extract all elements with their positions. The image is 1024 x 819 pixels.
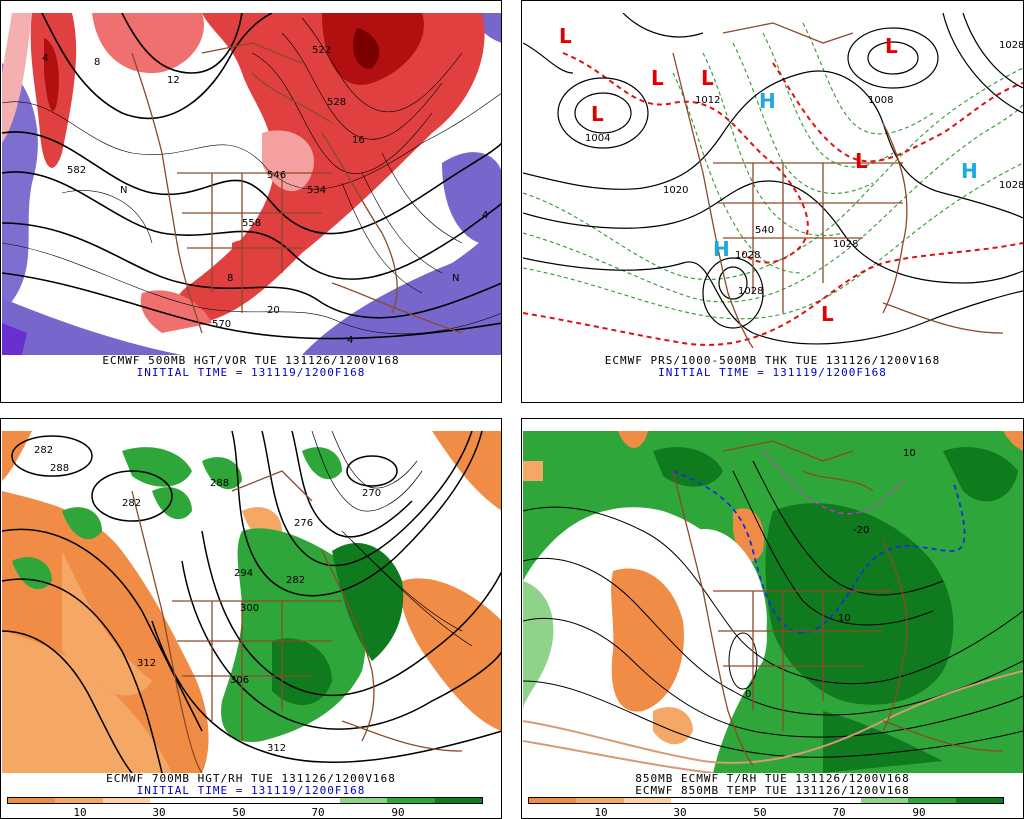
svg-text:12: 12 — [167, 75, 180, 86]
svg-text:H: H — [713, 237, 730, 261]
svg-text:1028: 1028 — [999, 180, 1023, 191]
map-700mb-rh: 282 288 282 288 300 306 312 312 294 282 … — [2, 431, 501, 773]
map-surface-pressure: 1004 1012 1020 1028 1028 1028 1028 1028 … — [523, 13, 1023, 355]
initial-time: INITIAL TIME = 131119/1200F168 — [136, 366, 366, 379]
rh-colorbar — [7, 797, 483, 804]
panel-700mb-rh: 282 288 282 288 300 306 312 312 294 282 … — [0, 418, 502, 819]
svg-text:L: L — [821, 302, 834, 326]
colorbar-tick: 70 — [832, 806, 846, 819]
vorticity-labels: 4 8 12 16 20 534 582 558 570 546 522 528… — [42, 45, 488, 346]
rh700-chart: 282 288 282 288 300 306 312 312 294 282 … — [2, 431, 501, 773]
panel-surface-pressure: 1004 1012 1020 1028 1028 1028 1028 1028 … — [521, 0, 1024, 403]
initial-time: INITIAL TIME = 131119/1200F168 — [136, 784, 366, 797]
svg-text:L: L — [651, 66, 664, 90]
map-500mb-vorticity: 4 8 12 16 20 534 582 558 570 546 522 528… — [2, 13, 501, 355]
svg-text:10: 10 — [838, 613, 851, 624]
pressure-labels: 1004 1012 1020 1028 1028 1028 1028 1028 … — [585, 40, 1023, 297]
colorbar-tick: 10 — [73, 806, 87, 819]
svg-text:1008: 1008 — [868, 95, 893, 106]
svg-text:282: 282 — [286, 575, 305, 586]
svg-text:8: 8 — [94, 57, 100, 68]
svg-text:558: 558 — [242, 218, 261, 229]
colorbar-tick: 90 — [912, 806, 926, 819]
svg-text:20: 20 — [267, 305, 280, 316]
svg-text:534: 534 — [307, 185, 326, 196]
svg-text:4: 4 — [482, 210, 488, 221]
svg-text:306: 306 — [230, 675, 249, 686]
temp850-labels: 0 10 -20 10 — [745, 448, 916, 700]
svg-text:1020: 1020 — [663, 185, 688, 196]
svg-text:282: 282 — [34, 445, 53, 456]
colorbar-tick: 50 — [232, 806, 246, 819]
panel-850mb-temp-rh: 0 10 -20 10 850MB ECMWF T/RH TUE 131126/… — [521, 418, 1024, 819]
svg-text:540: 540 — [755, 225, 774, 236]
svg-text:10: 10 — [903, 448, 916, 459]
panel-500mb-vorticity: 4 8 12 16 20 534 582 558 570 546 522 528… — [0, 0, 502, 403]
svg-text:528: 528 — [327, 97, 346, 108]
colorbar-tick: 30 — [152, 806, 166, 819]
svg-text:1028: 1028 — [738, 286, 763, 297]
svg-text:282: 282 — [122, 498, 141, 509]
svg-text:1004: 1004 — [585, 133, 610, 144]
vorticity-chart: 4 8 12 16 20 534 582 558 570 546 522 528… — [2, 13, 501, 355]
panel-title: ECMWF 500MB HGT/VOR TUE 131126/1200V168 — [102, 354, 400, 367]
svg-text:300: 300 — [240, 603, 259, 614]
svg-text:270: 270 — [362, 488, 381, 499]
svg-text:294: 294 — [234, 568, 253, 579]
svg-text:L: L — [885, 34, 898, 58]
svg-text:1028: 1028 — [735, 250, 760, 261]
rh-colorbar — [528, 797, 1004, 804]
svg-text:N: N — [120, 185, 127, 196]
svg-text:1028: 1028 — [833, 239, 858, 250]
svg-text:4: 4 — [42, 53, 48, 64]
colorbar-tick: 10 — [594, 806, 608, 819]
rh850-chart: 0 10 -20 10 — [523, 431, 1023, 773]
svg-text:522: 522 — [312, 45, 331, 56]
svg-text:546: 546 — [267, 170, 286, 181]
svg-text:288: 288 — [210, 478, 229, 489]
svg-text:1028: 1028 — [999, 40, 1023, 51]
colorbar-tick: 70 — [311, 806, 325, 819]
svg-text:L: L — [591, 102, 604, 126]
svg-text:L: L — [559, 24, 572, 48]
svg-text:H: H — [961, 159, 978, 183]
map-850mb-temp-rh: 0 10 -20 10 — [523, 431, 1023, 773]
svg-text:312: 312 — [267, 743, 286, 754]
pressure-chart: 1004 1012 1020 1028 1028 1028 1028 1028 … — [523, 13, 1023, 355]
svg-text:L: L — [701, 66, 714, 90]
svg-text:0: 0 — [745, 689, 751, 700]
svg-text:L: L — [855, 149, 868, 173]
panel-title: 850MB ECMWF T/RH TUE 131126/1200V168 — [635, 772, 910, 785]
panel-title: ECMWF 700MB HGT/RH TUE 131126/1200V168 — [106, 772, 396, 785]
svg-text:276: 276 — [294, 518, 313, 529]
svg-text:570: 570 — [212, 319, 231, 330]
rh700-labels: 282 288 282 288 300 306 312 312 294 282 … — [34, 445, 381, 754]
svg-text:288: 288 — [50, 463, 69, 474]
colorbar-tick: 30 — [673, 806, 687, 819]
svg-text:582: 582 — [67, 165, 86, 176]
svg-text:1012: 1012 — [695, 95, 720, 106]
svg-text:H: H — [759, 89, 776, 113]
pressure-centers: L L L L L L L H H H — [559, 24, 978, 326]
svg-text:N: N — [452, 273, 459, 284]
svg-text:-20: -20 — [853, 525, 869, 536]
svg-text:312: 312 — [137, 658, 156, 669]
panel-subtitle: ECMWF 850MB TEMP TUE 131126/1200V168 — [635, 784, 910, 797]
svg-text:4: 4 — [347, 335, 353, 346]
panel-title: ECMWF PRS/1000-500MB THK TUE 131126/1200… — [604, 354, 941, 367]
initial-time: INITIAL TIME = 131119/1200F168 — [658, 366, 887, 379]
colorbar-tick: 90 — [391, 806, 405, 819]
svg-text:16: 16 — [352, 135, 365, 146]
colorbar-tick: 50 — [753, 806, 767, 819]
svg-text:8: 8 — [227, 273, 233, 284]
